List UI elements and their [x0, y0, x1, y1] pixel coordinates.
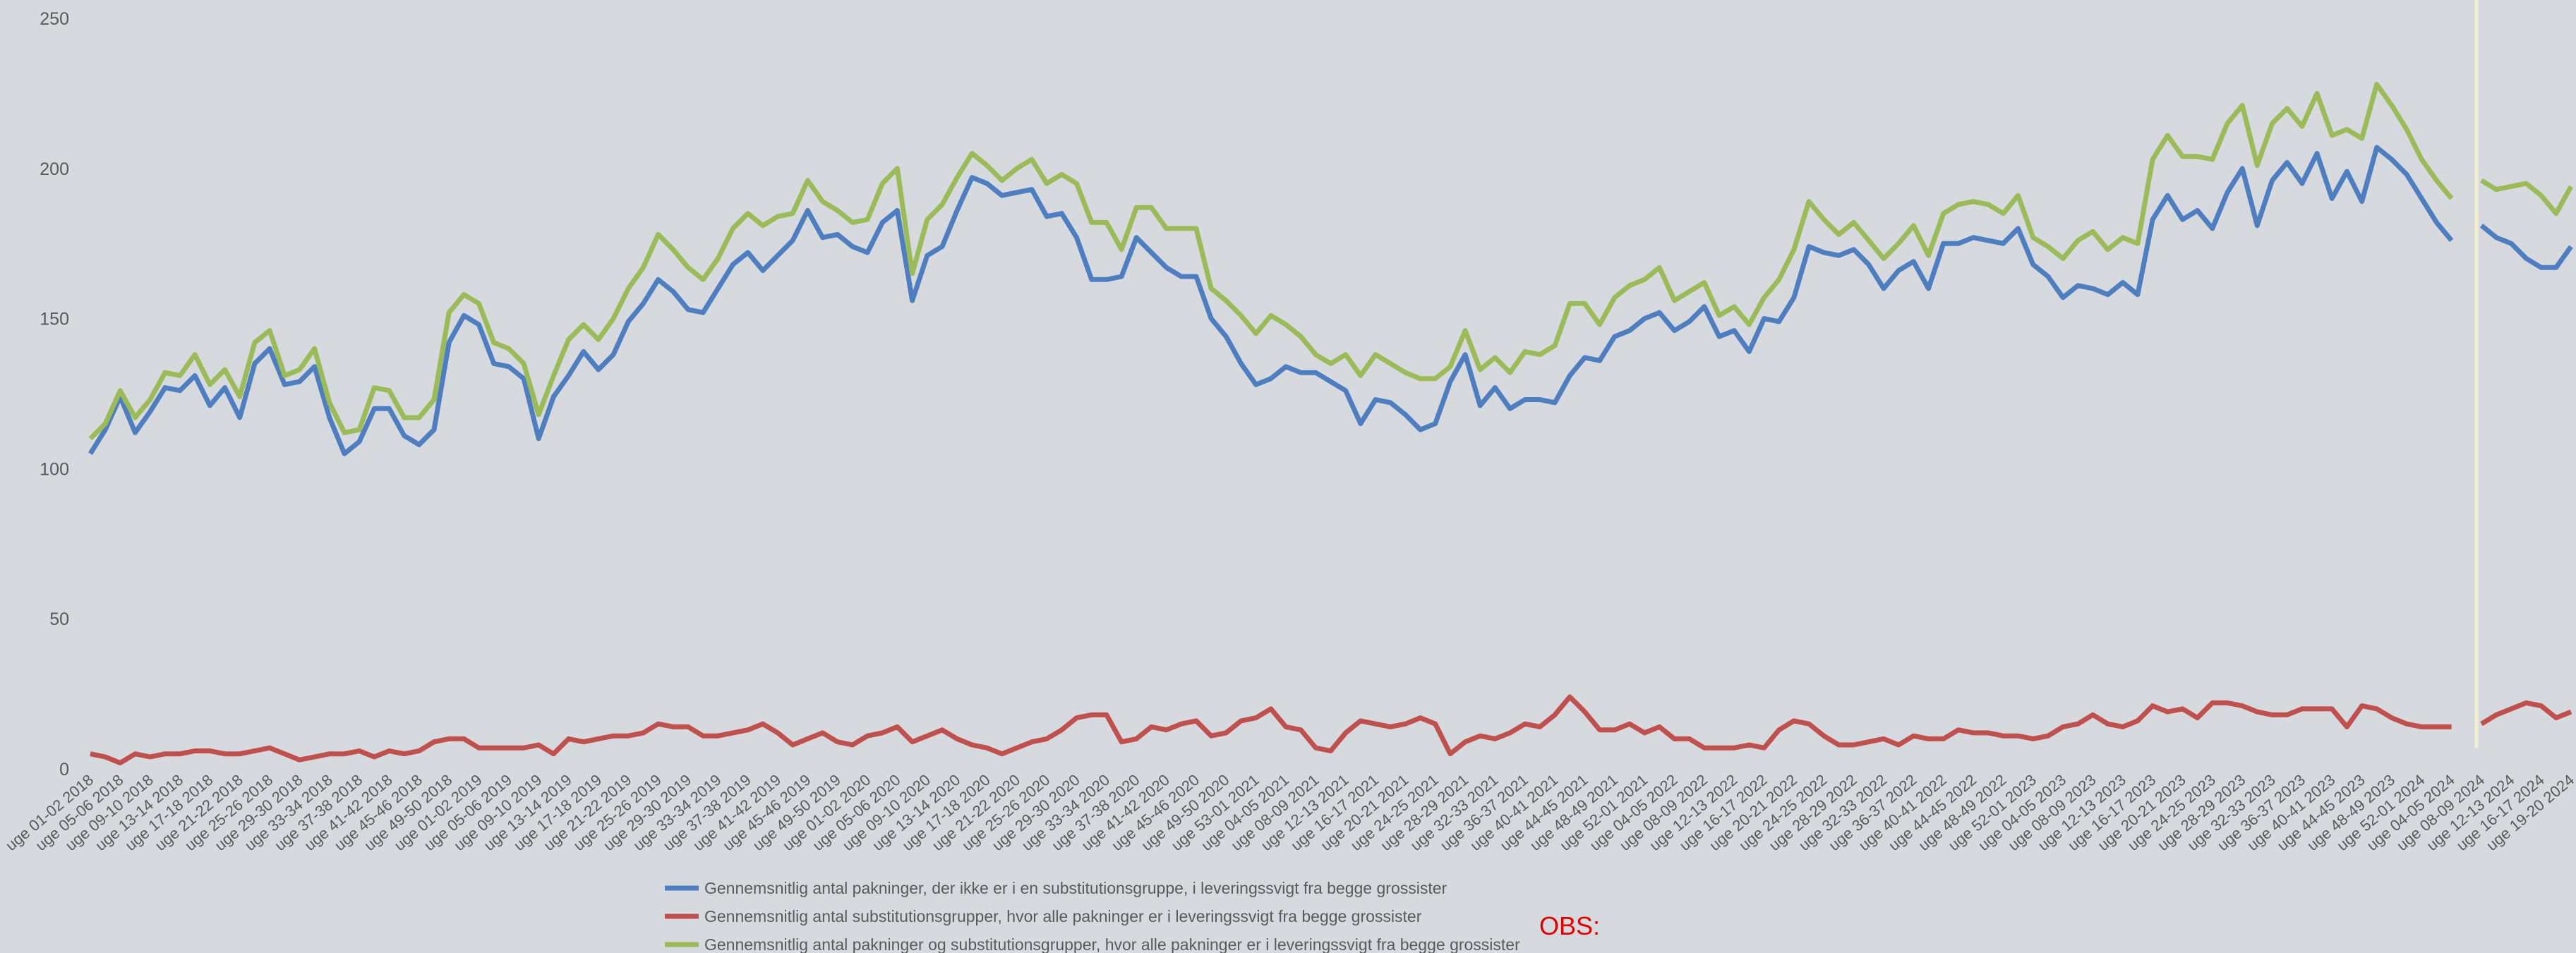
- series-line: [88, 82, 2454, 441]
- series-line: [2480, 700, 2572, 727]
- series-line: [88, 145, 2454, 456]
- annotation: OBS:: [1539, 911, 1600, 940]
- y-tick-label: 0: [59, 760, 69, 779]
- legend-label: Gennemsnitlig antal substitutionsgrupper…: [704, 907, 1422, 925]
- legend-label: Gennemsnitlig antal pakninger, der ikke …: [704, 879, 1448, 897]
- series-line: [90, 694, 2452, 765]
- y-tick-label: 50: [49, 609, 69, 629]
- legend-label: Gennemsnitlig antal pakninger og substit…: [704, 935, 1520, 953]
- series-line: [2480, 178, 2574, 217]
- y-tick-label: 150: [40, 310, 69, 329]
- y-tick-label: 250: [40, 9, 69, 29]
- y-tick-label: 200: [40, 159, 69, 179]
- y-tick-label: 100: [40, 459, 69, 479]
- series-line: [2479, 223, 2573, 270]
